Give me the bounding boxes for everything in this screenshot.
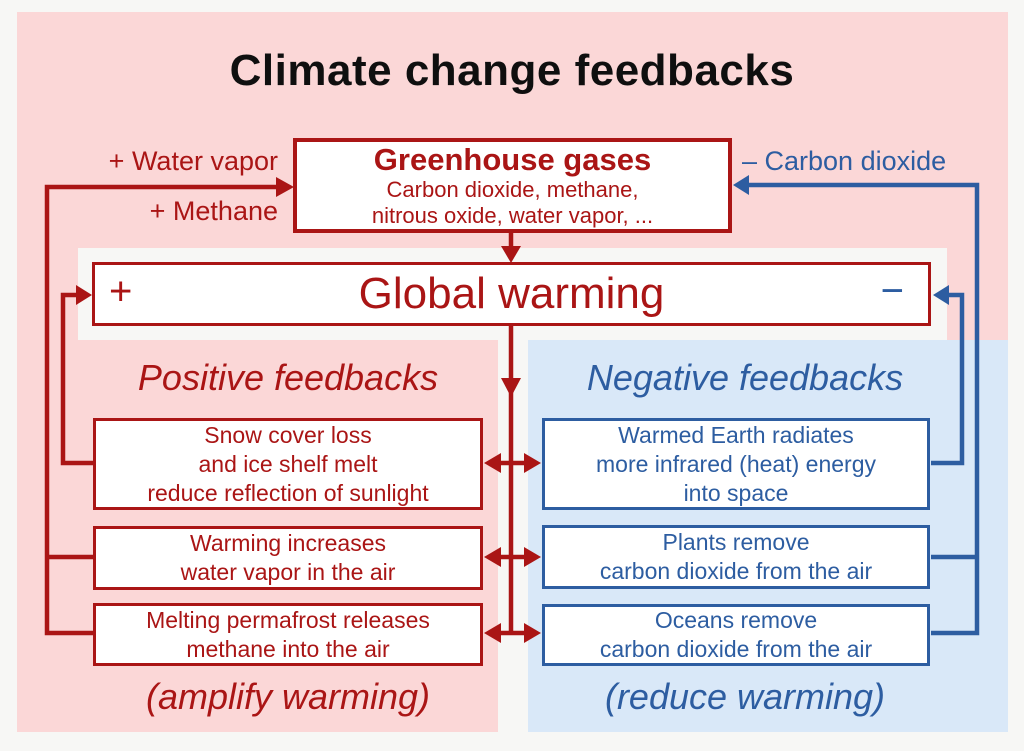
box-text-line: and ice shelf melt (198, 450, 378, 477)
positive-box-snow-cover: Snow cover loss and ice shelf melt reduc… (93, 418, 483, 510)
box-text-line: Snow cover loss (204, 421, 372, 448)
global-warming-plus-sign: + (109, 269, 133, 314)
box-text-line: Oceans remove (654, 607, 818, 633)
negative-box-plants: Plants remove carbon dioxide from the ai… (542, 525, 930, 589)
box-text-line: carbon dioxide from the air (599, 636, 873, 662)
negative-box-oceans: Oceans remove carbon dioxide from the ai… (542, 604, 930, 666)
arrow-global-warming-down-icon (501, 378, 521, 397)
box-text-line: Melting permafrost releases (146, 606, 430, 633)
greenhouse-gases-title: Greenhouse gases (373, 141, 652, 177)
box-text-line: water vapor in the air (180, 559, 396, 585)
label-methane: + Methane (149, 196, 278, 226)
box-text-line: Warming increases (190, 530, 386, 556)
negative-feedbacks-footer: (reduce warming) (604, 676, 886, 717)
box-text-line: Plants remove (662, 529, 810, 555)
box-text-line: reduce reflection of sunlight (147, 479, 429, 506)
positive-feedbacks-footer: (amplify warming) (145, 676, 431, 717)
red-flow-lines (44, 177, 541, 643)
box-text-line: into space (683, 479, 789, 506)
arrow-into-greenhouse-left-icon (276, 177, 294, 197)
global-warming-minus-sign: − (880, 268, 904, 313)
label-carbon-dioxide: – Carbon dioxide (742, 146, 947, 176)
arrow-into-global-warming-minus-icon (933, 285, 949, 305)
box-text-line: more infrared (heat) energy (596, 450, 876, 477)
negative-box-infrared: Warmed Earth radiates more infrared (hea… (542, 418, 930, 510)
arrow-greenhouse-to-global-warming-icon (501, 246, 521, 263)
positive-feedbacks-heading: Positive feedbacks (137, 357, 439, 398)
greenhouse-gases-box: Greenhouse gases Carbon dioxide, methane… (293, 138, 732, 233)
greenhouse-gases-line2: nitrous oxide, water vapor, ... (371, 202, 654, 228)
page-title: Climate change feedbacks (229, 46, 795, 95)
positive-box-permafrost: Melting permafrost releases methane into… (93, 603, 483, 666)
negative-feedbacks-heading: Negative feedbacks (586, 357, 904, 398)
blue-flow-lines (733, 175, 980, 636)
arrow-into-global-warming-plus-icon (76, 285, 92, 305)
global-warming-box: Global warming + − (92, 262, 931, 326)
global-warming-label: Global warming (358, 269, 665, 318)
label-water-vapor: + Water vapor (108, 146, 278, 176)
positive-box-water-vapor: Warming increases water vapor in the air (93, 526, 483, 590)
greenhouse-gases-line1: Carbon dioxide, methane, (386, 176, 639, 202)
box-text-line: carbon dioxide from the air (599, 558, 873, 584)
arrow-into-greenhouse-right-icon (733, 175, 749, 195)
box-text-line: Warmed Earth radiates (618, 421, 854, 448)
box-text-line: methane into the air (186, 635, 390, 662)
